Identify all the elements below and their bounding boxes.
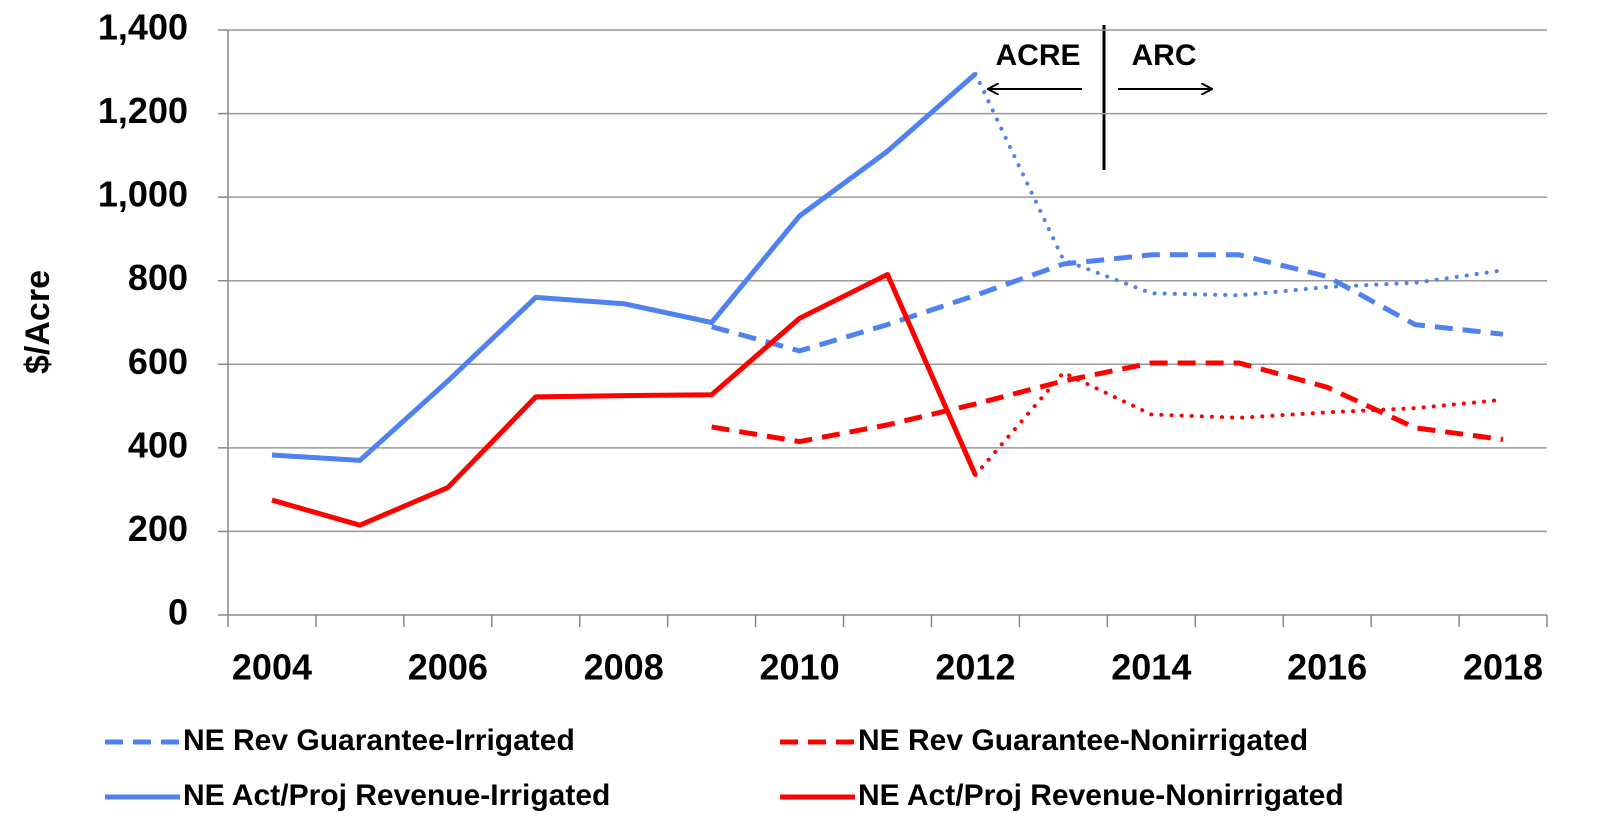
series-line (973, 370, 1506, 478)
y-axis-label: $/Acre (19, 270, 57, 374)
legend-label: NE Act/Proj Revenue-Nonirrigated (858, 779, 1344, 812)
legend-label: NE Act/Proj Revenue-Irrigated (183, 779, 610, 812)
y-tick-label: 1,400 (98, 7, 188, 48)
series-line (271, 271, 978, 528)
x-tick-label: 2008 (584, 647, 664, 688)
series-line (711, 360, 1504, 445)
legend-label: NE Rev Guarantee-Nonirrigated (858, 724, 1308, 757)
y-tick-label: 400 (128, 424, 188, 465)
x-tick-label: 2006 (408, 647, 488, 688)
x-tick-label: 2004 (232, 647, 312, 688)
annotation: ARC (1132, 39, 1197, 72)
series-line (710, 252, 1504, 354)
series-line (973, 71, 1506, 298)
x-tick-label: 2014 (1111, 647, 1191, 688)
x-tick-label: 2012 (935, 647, 1015, 688)
x-tick-label: 2016 (1287, 647, 1367, 688)
x-tick-label: 2010 (760, 647, 840, 688)
y-tick-label: 1,200 (98, 90, 188, 131)
series-line (271, 71, 978, 463)
y-tick-label: 0 (168, 592, 188, 633)
annotation: ACRE (995, 39, 1080, 72)
legend-label: NE Rev Guarantee-Irrigated (183, 724, 575, 757)
x-tick-label: 2018 (1463, 647, 1543, 688)
y-tick-label: 1,000 (98, 174, 188, 215)
y-tick-label: 600 (128, 341, 188, 382)
y-tick-label: 200 (128, 508, 188, 549)
y-tick-label: 800 (128, 257, 188, 298)
